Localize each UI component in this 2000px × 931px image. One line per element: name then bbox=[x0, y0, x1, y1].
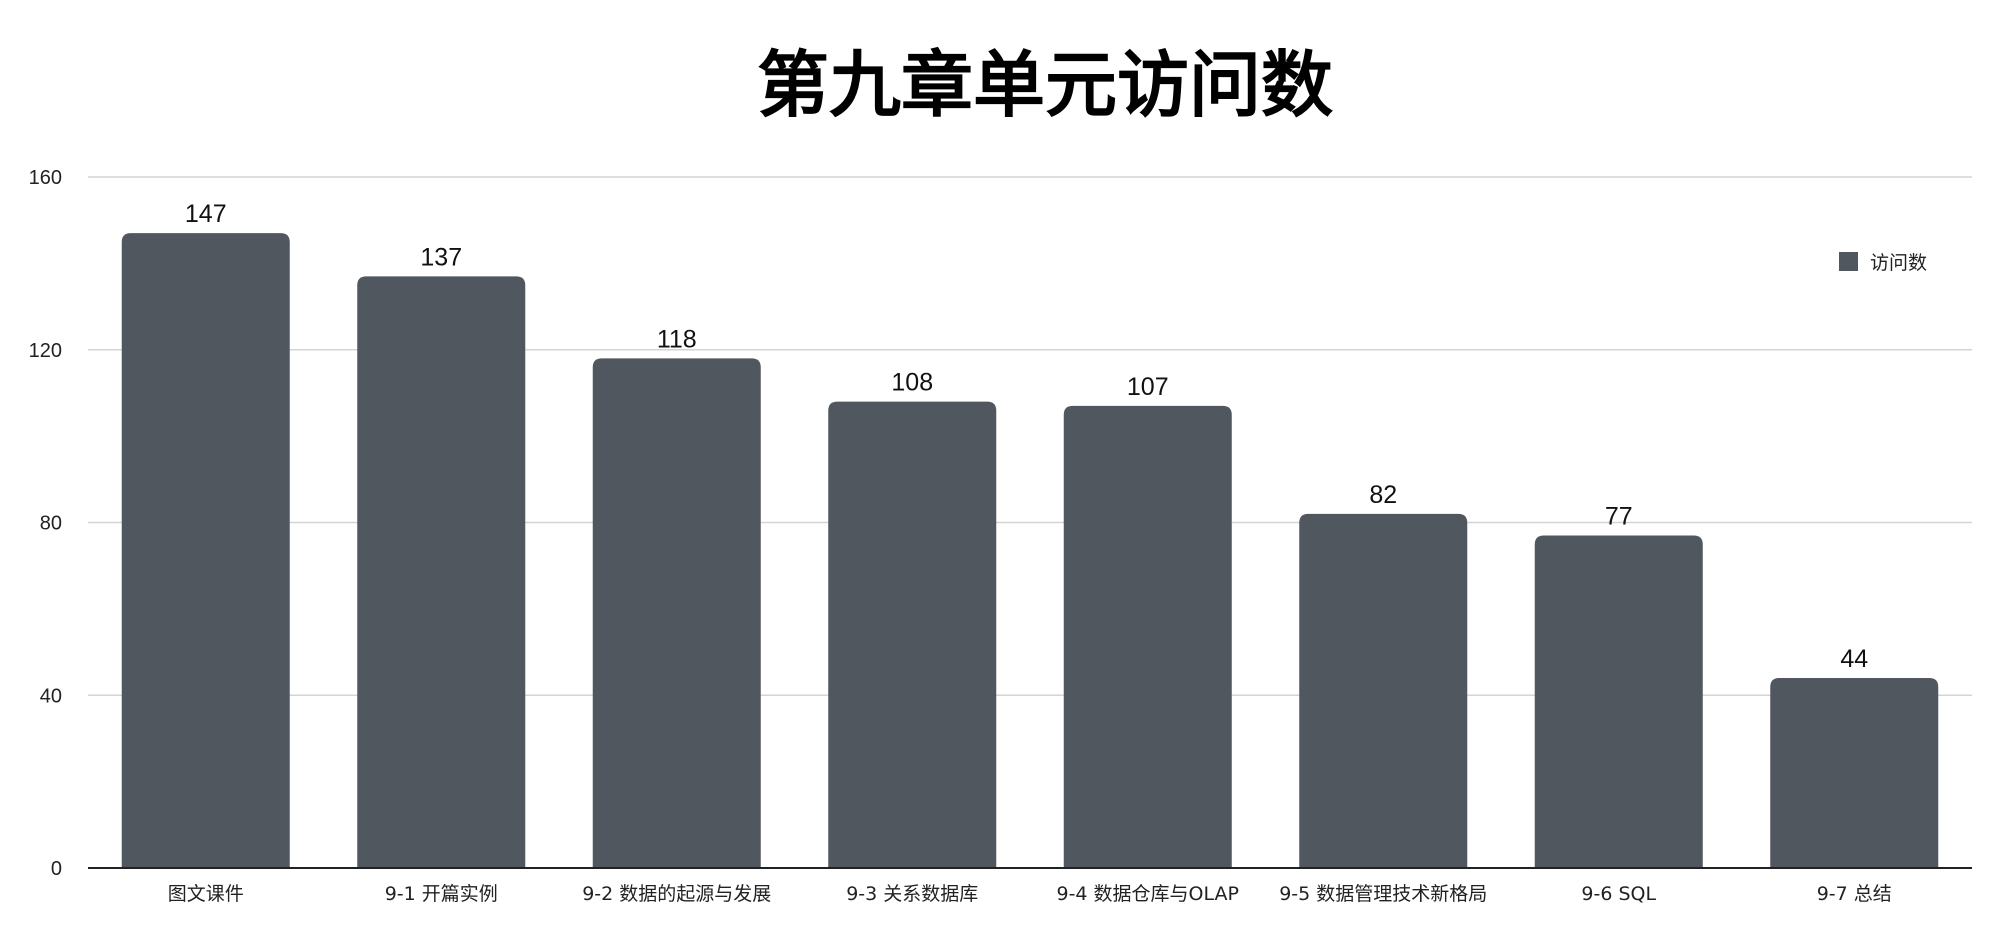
y-tick-label: 40 bbox=[40, 685, 62, 707]
y-tick-label: 0 bbox=[51, 858, 62, 880]
bar bbox=[592, 358, 761, 868]
x-tick-label: 图文课件 bbox=[168, 883, 244, 905]
bar bbox=[1534, 535, 1703, 868]
data-label: 107 bbox=[1127, 373, 1169, 401]
x-tick-label: 9-5 数据管理技术新格局 bbox=[1279, 883, 1487, 905]
data-label: 137 bbox=[420, 243, 462, 271]
bar bbox=[121, 233, 290, 869]
x-tick-label: 9-7 总结 bbox=[1817, 883, 1892, 905]
chart-title: 第九章单元访问数 bbox=[757, 43, 1333, 127]
bars bbox=[121, 233, 1939, 869]
bar bbox=[1770, 677, 1939, 868]
bar bbox=[1063, 405, 1232, 868]
bar bbox=[357, 276, 526, 868]
legend-swatch bbox=[1839, 252, 1858, 271]
data-label: 118 bbox=[657, 325, 697, 353]
bar bbox=[828, 401, 997, 868]
legend: 访问数 bbox=[1839, 252, 1927, 274]
x-tick-label: 9-3 关系数据库 bbox=[846, 883, 978, 905]
x-tick-label: 9-2 数据的起源与发展 bbox=[582, 883, 771, 905]
bar bbox=[1299, 513, 1468, 868]
y-tick-label: 160 bbox=[29, 167, 62, 189]
data-label: 44 bbox=[1840, 645, 1868, 673]
x-tick-label: 9-6 SQL bbox=[1581, 883, 1656, 905]
x-axis: 图文课件 9-1 开篇实例 9-2 数据的起源与发展 9-3 关系数据库 9-4 数据仓… bbox=[88, 867, 1972, 905]
y-axis: 0 40 80 120 160 bbox=[29, 167, 62, 880]
legend-label: 访问数 bbox=[1870, 252, 1927, 274]
data-labels: 147 137 118 108 107 82 77 44 bbox=[185, 200, 1868, 673]
x-tick-label: 9-1 开篇实例 bbox=[385, 883, 498, 905]
data-label: 77 bbox=[1605, 502, 1633, 530]
y-tick-label: 80 bbox=[40, 513, 62, 535]
x-tick-label: 9-4 数据仓库与OLAP bbox=[1056, 883, 1239, 905]
data-label: 108 bbox=[891, 369, 933, 397]
data-label: 82 bbox=[1369, 481, 1397, 509]
y-tick-label: 120 bbox=[29, 340, 62, 362]
data-label: 147 bbox=[185, 200, 227, 228]
